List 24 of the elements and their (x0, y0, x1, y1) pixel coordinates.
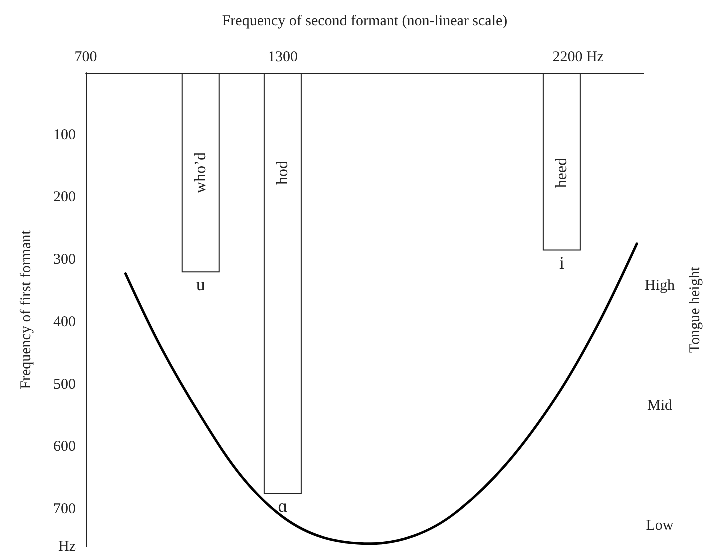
y-tick-label: 500 (54, 376, 76, 393)
data-label: hod (274, 161, 292, 185)
annotation: u (196, 274, 206, 295)
y-tick-label: 700 (54, 502, 76, 518)
y-tick-label: 400 (54, 314, 76, 330)
x-tick-label: 700 (74, 50, 98, 66)
text: Low (646, 518, 674, 534)
data-label: who’d (192, 152, 210, 194)
annotation: i (559, 252, 564, 273)
y-tick-label: 200 (54, 190, 76, 206)
y-tick-label: 600 (54, 439, 76, 456)
x-tick-label: 1300 (268, 50, 298, 66)
y2-axis-title: Tongue height (688, 266, 704, 354)
y-tick-label: Hz (58, 539, 76, 555)
text: High (645, 278, 676, 294)
y-axis-title: Frequency of first formant (18, 230, 34, 390)
text: Mid (647, 398, 673, 414)
y-tick-label: 100 (54, 127, 76, 144)
x-axis-title: Frequency of second formant (non-linear scale) (222, 14, 508, 30)
data-label: heed (553, 158, 570, 188)
line-series (124, 242, 638, 546)
y-tick-label: 300 (54, 252, 76, 268)
x-tick-label: 2200 Hz (552, 50, 604, 66)
annotation: ɑ (278, 496, 288, 516)
